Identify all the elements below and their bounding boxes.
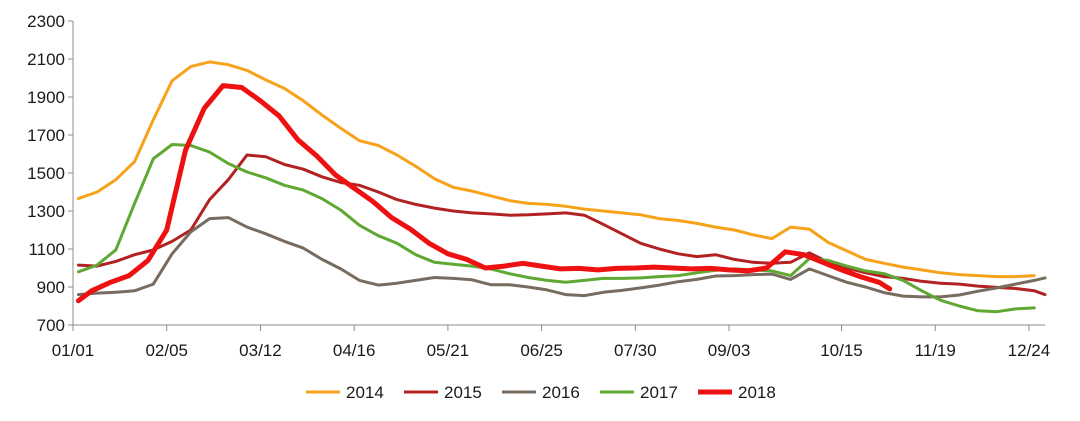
x-tick-label: 07/30 bbox=[614, 341, 657, 360]
series-line-2017 bbox=[76, 143, 1036, 314]
y-tick-label: 1500 bbox=[27, 164, 65, 183]
legend-label-2014: 2014 bbox=[346, 383, 384, 402]
y-tick-label: 1900 bbox=[27, 88, 65, 107]
y-tick-label: 900 bbox=[37, 278, 65, 297]
legend-label-2017: 2017 bbox=[640, 383, 678, 402]
y-tick-label: 1700 bbox=[27, 126, 65, 145]
x-tick-label: 04/16 bbox=[333, 341, 376, 360]
series-line-2014 bbox=[76, 60, 1036, 279]
y-tick-label: 1100 bbox=[28, 240, 65, 259]
x-tick-label: 02/05 bbox=[145, 341, 188, 360]
y-axis: 700 900 1100 1300 1500 1700 1900 2100 2300 bbox=[27, 12, 74, 335]
legend: 2014 2015 2016 2017 2018 bbox=[306, 383, 776, 402]
series-line-2018 bbox=[75, 83, 893, 304]
y-tick-label: 2100 bbox=[27, 50, 65, 69]
y-tick-label: 700 bbox=[37, 316, 65, 335]
x-tick-label: 09/03 bbox=[708, 341, 751, 360]
series-lines bbox=[75, 60, 1047, 314]
series-line-2015 bbox=[76, 153, 1047, 297]
legend-label-2015: 2015 bbox=[444, 383, 482, 402]
x-tick-label: 05/21 bbox=[427, 341, 470, 360]
x-tick-label: 03/12 bbox=[239, 341, 282, 360]
x-tick-label: 01/01 bbox=[52, 341, 95, 360]
x-tick-label: 12/24 bbox=[1008, 341, 1051, 360]
x-tick-label: 11/19 bbox=[915, 341, 956, 360]
y-tick-label: 2300 bbox=[27, 12, 65, 31]
series-line-2016 bbox=[76, 216, 1047, 299]
x-axis: 01/01 02/05 03/12 04/16 05/21 06/25 07/30 09/03… bbox=[52, 324, 1051, 360]
legend-label-2018: 2018 bbox=[738, 383, 776, 402]
x-tick-label: 06/25 bbox=[520, 341, 563, 360]
y-tick-label: 1300 bbox=[27, 202, 65, 221]
legend-label-2016: 2016 bbox=[542, 383, 580, 402]
x-tick-label: 10/15 bbox=[820, 341, 863, 360]
